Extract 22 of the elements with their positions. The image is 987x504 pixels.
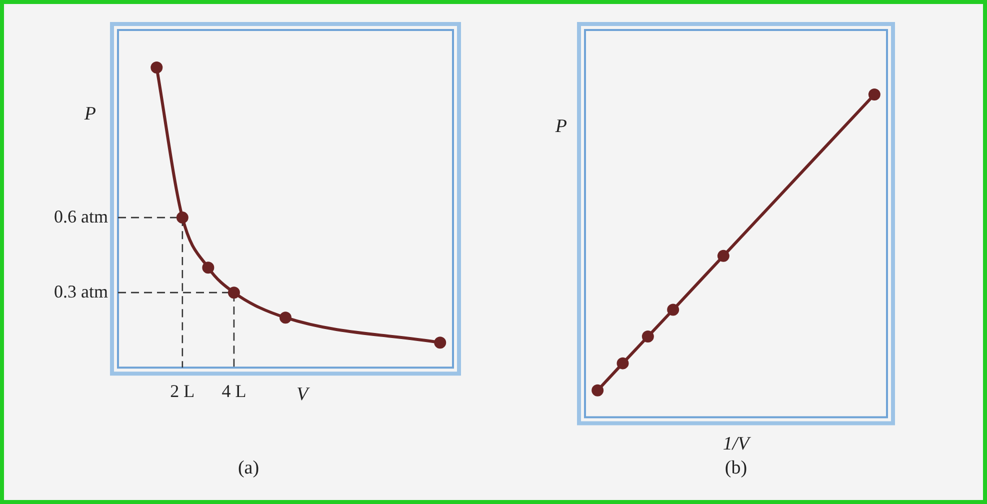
y-axis-title: P bbox=[83, 103, 96, 124]
y-tick-label: 0.3 atm bbox=[54, 281, 108, 302]
point bbox=[279, 312, 292, 324]
x-axis-title: 1/V bbox=[722, 434, 752, 455]
x-tick-label: 2 L bbox=[170, 381, 195, 402]
point bbox=[202, 262, 214, 274]
x-tick-label: 4 L bbox=[222, 381, 246, 402]
x-axis-title: V bbox=[296, 384, 310, 406]
point bbox=[228, 286, 240, 299]
point bbox=[642, 330, 654, 343]
y-axis-title: P bbox=[554, 116, 568, 137]
point bbox=[434, 336, 446, 349]
point bbox=[868, 88, 880, 101]
point bbox=[150, 62, 163, 74]
point bbox=[592, 384, 604, 396]
point bbox=[667, 304, 680, 316]
point bbox=[616, 357, 629, 370]
text: (a) bbox=[238, 458, 260, 479]
text: (b) bbox=[724, 458, 748, 479]
y-tick-label: 0.6 atm bbox=[54, 206, 108, 226]
point bbox=[176, 212, 188, 224]
point bbox=[717, 250, 730, 262]
